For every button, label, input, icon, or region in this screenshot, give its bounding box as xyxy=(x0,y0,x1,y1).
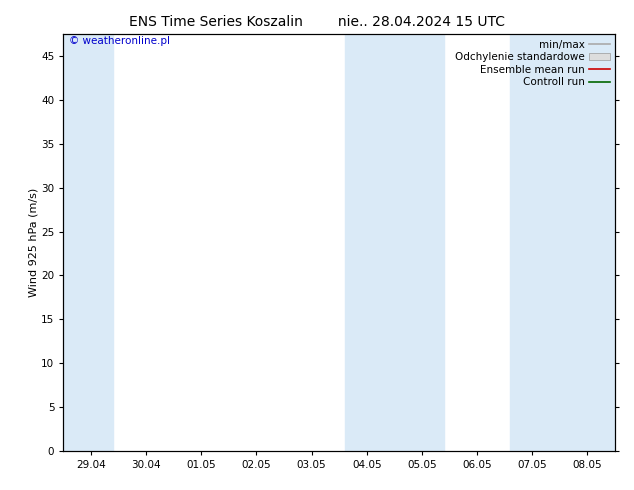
Legend: min/max, Odchylenie standardowe, Ensemble mean run, Controll run: min/max, Odchylenie standardowe, Ensembl… xyxy=(455,40,610,87)
Y-axis label: Wind 925 hPa (m/s): Wind 925 hPa (m/s) xyxy=(29,188,38,297)
Bar xyxy=(510,34,615,451)
Bar xyxy=(345,34,444,451)
Text: ENS Time Series Koszalin        nie.. 28.04.2024 15 UTC: ENS Time Series Koszalin nie.. 28.04.202… xyxy=(129,15,505,29)
Bar xyxy=(63,34,113,451)
Text: © weatheronline.pl: © weatheronline.pl xyxy=(69,36,170,47)
